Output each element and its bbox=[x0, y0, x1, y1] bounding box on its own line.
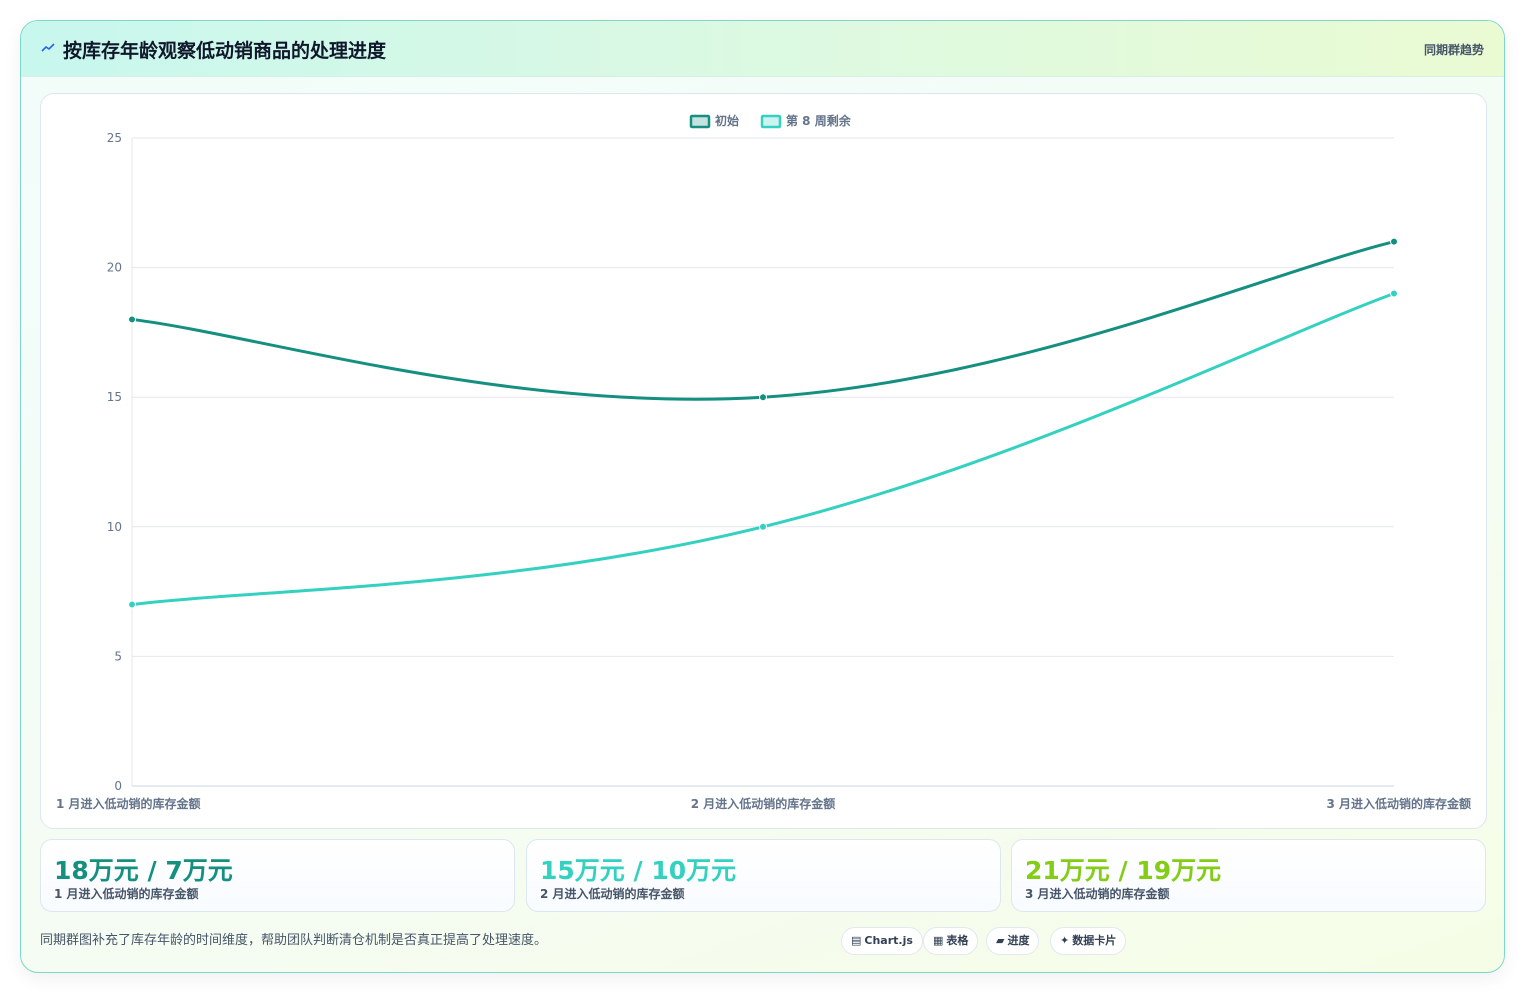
data-point bbox=[759, 522, 767, 531]
stat-card: 15万元 / 10万元 2 月进入低动销的库存金额 bbox=[526, 839, 1001, 912]
axis-layer: 0 5 10 15 20 25 1 月进入低动销的库存金额 2 月进入低动销的库存金额 3 月进… bbox=[56, 131, 1471, 811]
stat-value: 18万元 / 7万元 bbox=[54, 856, 233, 885]
data-point bbox=[759, 393, 767, 402]
x-tick-label: 3 月进入低动销的库存金额 bbox=[1326, 796, 1471, 811]
stat-label: 2 月进入低动销的库存金额 bbox=[540, 887, 685, 901]
chart-card: 按库存年龄观察低动销商品的处理进度 同期群趋势 0 5 10 15 20 25 1 月进入低… bbox=[20, 20, 1505, 973]
stat-value: 21万元 / 19万元 bbox=[1025, 856, 1222, 885]
line-chart: 0 5 10 15 20 25 1 月进入低动销的库存金额 2 月进入低动销的库存金额 3 月进… bbox=[56, 113, 1471, 811]
chart-panel: 0 5 10 15 20 25 1 月进入低动销的库存金额 2 月进入低动销的库存金额 3 月进… bbox=[40, 93, 1487, 829]
data-point bbox=[128, 600, 136, 609]
stat-label: 3 月进入低动销的库存金额 bbox=[1025, 887, 1170, 901]
progress-icon: ▰ bbox=[996, 934, 1005, 947]
y-tick-label: 15 bbox=[107, 390, 122, 404]
legend-label: 第 8 周剩余 bbox=[786, 113, 852, 128]
data-point bbox=[128, 315, 136, 324]
y-tick-label: 0 bbox=[114, 779, 122, 793]
stat-label: 1 月进入低动销的库存金额 bbox=[54, 887, 199, 901]
stat-value: 15万元 / 10万元 bbox=[540, 856, 737, 885]
chip-progress[interactable]: ▰ 进度 bbox=[986, 927, 1040, 955]
chip-sparkle[interactable]: ✦ 数据卡片 bbox=[1050, 927, 1127, 955]
data-point bbox=[1390, 289, 1398, 298]
table-icon: ▦ bbox=[933, 934, 944, 947]
chip-table[interactable]: ▦ 表格 bbox=[923, 927, 979, 955]
y-tick-label: 20 bbox=[107, 261, 122, 275]
y-tick-label: 5 bbox=[114, 649, 122, 663]
header-tag: 同期群趋势 bbox=[1423, 43, 1484, 57]
stat-card: 21万元 / 19万元 3 月进入低动销的库存金额 bbox=[1011, 839, 1486, 912]
chip-chart[interactable]: ▤ Chart.js bbox=[841, 927, 923, 955]
trend-line-icon bbox=[41, 43, 55, 52]
x-tick-label: 1 月进入低动销的库存金额 bbox=[56, 796, 201, 811]
x-tick-label: 2 月进入低动销的库存金额 bbox=[691, 796, 836, 811]
legend-layer: 初始 第 8 周剩余 bbox=[689, 113, 852, 129]
chip-label: 进度 bbox=[1007, 934, 1030, 947]
series-line-1 bbox=[130, 292, 1396, 607]
footer-note: 同期群图补充了库存年龄的时间维度，帮助团队判断清仓机制是否真正提高了处理速度。 bbox=[40, 933, 548, 948]
sparkle-icon: ✦ bbox=[1060, 934, 1070, 947]
chip-label: Chart.js bbox=[864, 934, 913, 947]
legend-swatch bbox=[760, 114, 782, 129]
chip-label: 表格 bbox=[946, 934, 969, 947]
page-title: 按库存年龄观察低动销商品的处理进度 bbox=[63, 40, 387, 62]
y-tick-label: 10 bbox=[107, 520, 122, 534]
card-header: 按库存年龄观察低动销商品的处理进度 同期群趋势 bbox=[21, 21, 1504, 77]
legend-label: 初始 bbox=[715, 113, 739, 128]
stat-card: 18万元 / 7万元 1 月进入低动销的库存金额 bbox=[40, 839, 515, 912]
legend-swatch bbox=[689, 114, 711, 129]
series-layer bbox=[128, 237, 1398, 609]
y-tick-label: 25 bbox=[107, 131, 122, 145]
series-line-0 bbox=[130, 240, 1396, 401]
chart-icon: ▤ bbox=[851, 934, 862, 947]
chip-label: 数据卡片 bbox=[1072, 934, 1117, 947]
grid-layer bbox=[132, 137, 1394, 787]
data-point bbox=[1390, 237, 1398, 246]
